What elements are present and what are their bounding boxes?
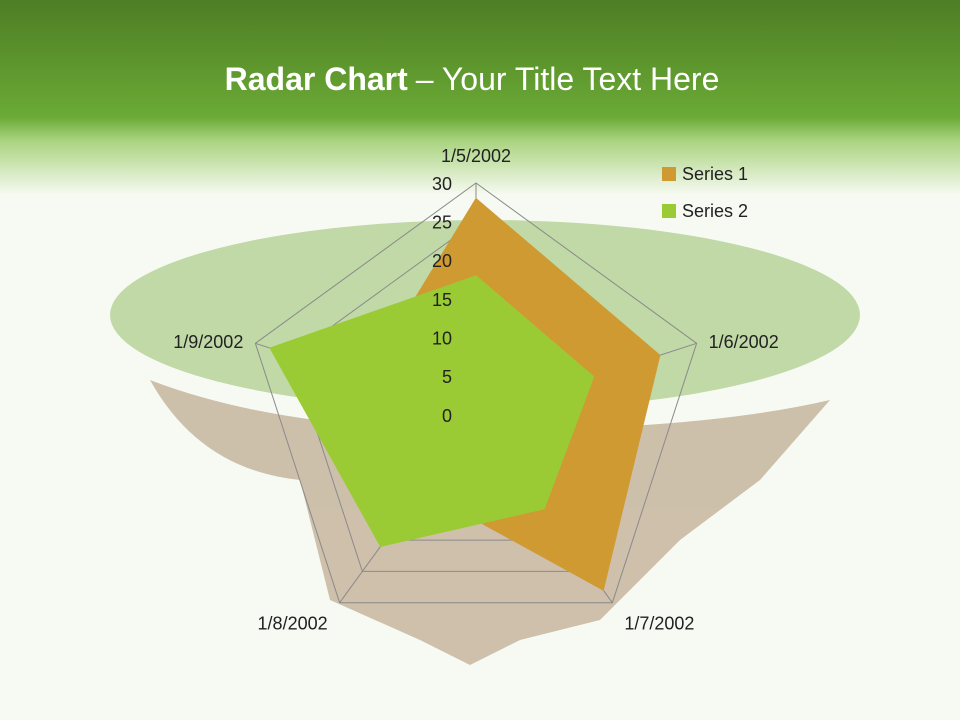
slide-title: Radar Chart – Your Title Text Here [225,61,720,97]
r-tick-label: 0 [442,406,452,426]
category-label: 1/8/2002 [258,613,328,633]
category-label: 1/6/2002 [709,332,779,352]
radar-plot: 0 5 10 15 20 25 30 1/5/2002 1/6/2002 1/7/2002 1/8/… [173,146,778,634]
legend-label: Series 1 [682,164,748,184]
category-label: 1/7/2002 [624,613,694,633]
r-tick-label: 30 [432,174,452,194]
r-tick-label: 15 [432,290,452,310]
legend-swatch [662,204,676,218]
r-tick-label: 5 [442,367,452,387]
title-bold: Radar Chart [225,61,409,97]
grid-ring [254,182,698,604]
r-tick-label: 25 [432,212,452,232]
header-band [0,0,960,195]
category-label: 1/9/2002 [173,332,243,352]
title-rest: – Your Title Text Here [416,61,720,97]
r-tick-label: 20 [432,251,452,271]
series-area [269,275,595,547]
category-label: 1/5/2002 [441,146,511,166]
legend-label: Series 2 [682,201,748,221]
legend-swatch [662,167,676,181]
r-tick-label: 10 [432,328,452,348]
